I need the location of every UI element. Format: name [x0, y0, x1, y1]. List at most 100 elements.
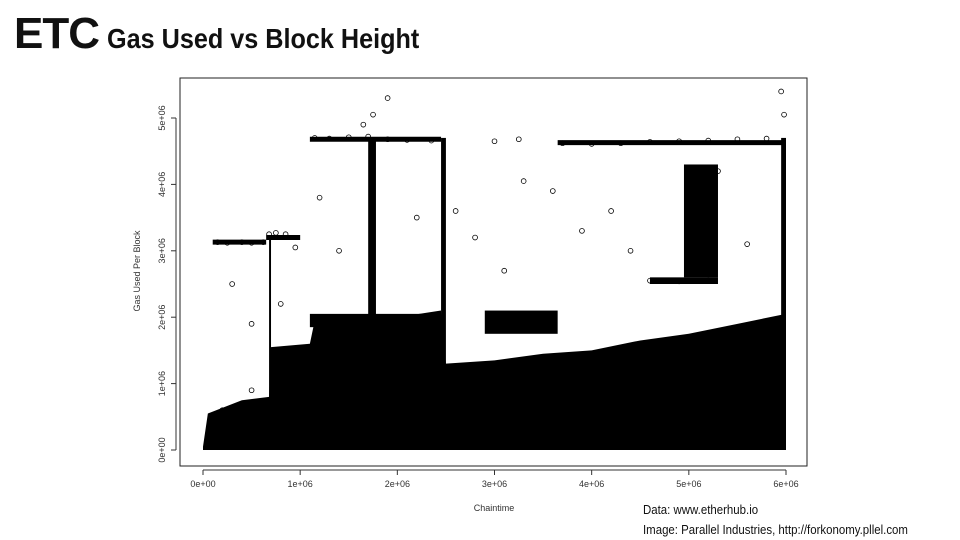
data-point	[248, 321, 255, 327]
x-tick-label: 4e+06	[579, 479, 604, 489]
data-point	[744, 241, 750, 247]
y-axis: 0e+00 1e+06 2e+06 3e+06 4e+06 5e+06	[157, 105, 177, 463]
x-tick-label: 3e+06	[482, 479, 507, 489]
dense-point-cloud	[203, 136, 786, 451]
data-point	[260, 239, 267, 245]
x-tick-label: 1e+06	[288, 479, 313, 489]
data-point	[394, 374, 401, 380]
data-point	[715, 168, 721, 174]
slide-title-main: ETC	[14, 9, 100, 58]
data-point	[370, 111, 376, 118]
data-point	[588, 367, 595, 374]
data-point	[676, 278, 682, 285]
data-point	[345, 134, 352, 141]
data-point	[491, 324, 498, 330]
data-point	[326, 135, 333, 142]
data-point	[501, 267, 508, 274]
data-point	[491, 138, 498, 145]
data-point	[637, 360, 644, 367]
x-tick-label: 6e+06	[773, 479, 798, 489]
data-point	[734, 136, 741, 143]
data-point	[520, 321, 527, 327]
data-point	[365, 133, 371, 140]
data-point	[345, 394, 352, 400]
image-source: Image: Parallel Industries, http://forko…	[643, 522, 908, 537]
data-point	[778, 88, 784, 95]
x-tick-label: 0e+00	[190, 479, 215, 489]
dense-region	[203, 310, 786, 450]
data-points	[214, 88, 787, 413]
dense-band	[368, 137, 376, 451]
data-point	[608, 208, 614, 214]
data-point	[520, 178, 527, 184]
data-point	[292, 244, 299, 251]
data-point	[384, 136, 391, 143]
data-point	[239, 239, 245, 245]
dense-band	[683, 164, 718, 278]
data-point	[559, 140, 566, 147]
x-axis: 0e+00 1e+06 2e+06 3e+06 4e+06 5e+06 6e+06	[190, 469, 799, 489]
y-tick-label: 0e+00	[157, 437, 167, 462]
data-point	[413, 214, 420, 221]
data-point	[219, 407, 226, 413]
data-point	[384, 95, 391, 101]
data-point	[647, 277, 653, 284]
data-point	[515, 136, 522, 143]
data-point	[404, 137, 410, 143]
data-point	[540, 380, 546, 387]
data-point	[452, 208, 459, 214]
data-point	[549, 188, 556, 194]
data-point	[540, 314, 546, 321]
x-tick-label: 5e+06	[676, 479, 701, 489]
dense-band	[441, 137, 446, 451]
data-point	[579, 228, 585, 234]
data-point	[686, 354, 692, 360]
data-point	[472, 234, 478, 241]
data-point	[316, 194, 323, 201]
data-point	[266, 231, 272, 238]
data-point	[214, 239, 221, 245]
data-point	[282, 231, 289, 238]
data-point	[273, 230, 279, 236]
x-tick-label: 2e+06	[385, 479, 410, 489]
data-point	[311, 314, 318, 321]
data-point	[224, 240, 231, 246]
data-point	[705, 137, 712, 144]
data-point	[336, 315, 342, 322]
y-tick-label: 4e+06	[157, 172, 167, 197]
data-point	[277, 301, 284, 307]
dense-band	[781, 137, 786, 451]
data-point	[248, 387, 255, 394]
y-tick-label: 5e+06	[157, 105, 167, 130]
data-point	[734, 347, 741, 354]
y-tick-label: 1e+06	[157, 371, 167, 396]
y-axis-label: Gas Used Per Block	[132, 230, 142, 312]
y-tick-label: 3e+06	[157, 238, 167, 263]
data-point	[229, 281, 235, 287]
data-point	[676, 138, 682, 145]
dense-band	[649, 277, 718, 284]
data-point	[705, 277, 712, 283]
slide-title-sub: Gas Used vs Block Height	[107, 23, 420, 54]
data-point	[588, 141, 595, 147]
data-point	[647, 139, 653, 145]
data-point	[618, 140, 624, 147]
data-point	[336, 248, 342, 254]
plot-frame	[179, 77, 808, 467]
data-point	[394, 317, 401, 324]
credits: Data: www.etherhub.io Image: Parallel In…	[643, 500, 908, 540]
data-source: Data: www.etherhub.io	[643, 502, 759, 517]
data-point	[297, 367, 303, 374]
data-point	[686, 228, 692, 234]
data-point	[781, 111, 787, 118]
dense-band	[269, 237, 272, 450]
data-point	[360, 121, 367, 128]
x-axis-label: Chaintime	[474, 503, 515, 513]
data-point	[311, 135, 318, 141]
data-point	[443, 387, 449, 394]
data-point	[428, 137, 435, 144]
y-tick-label: 2e+06	[157, 305, 167, 330]
data-point	[491, 400, 498, 407]
data-point	[763, 135, 770, 142]
